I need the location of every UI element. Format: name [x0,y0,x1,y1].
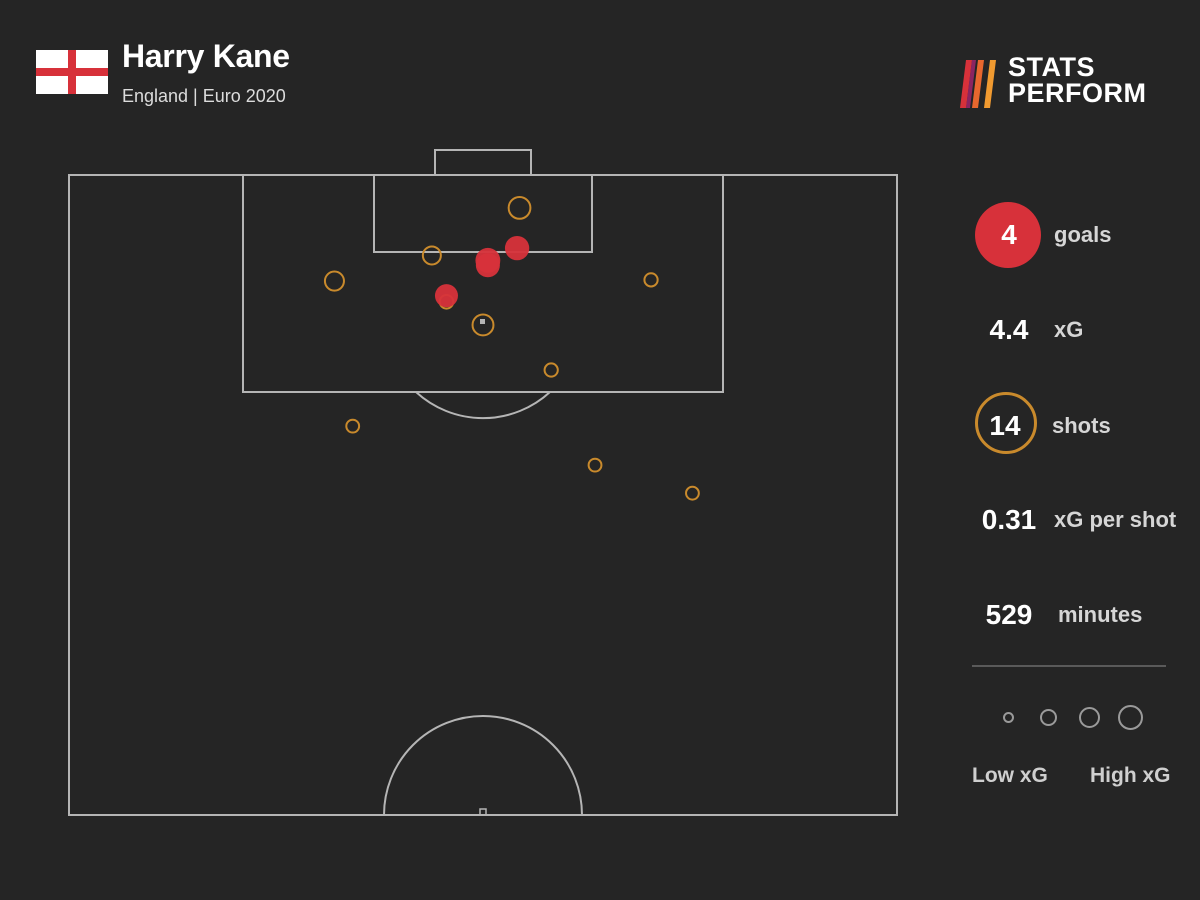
stat-shots: 14 shots [970,391,1190,461]
shot-marker [685,485,700,501]
brand-line2: PERFORM [1008,78,1147,108]
shot-marker [643,272,659,288]
shot-marker [323,270,345,292]
minutes-value: 529 [985,599,1033,630]
shots-value: 14 [989,410,1021,441]
legend-circle-m-icon [1079,707,1100,728]
penalty-arc [415,391,551,420]
xg-per-shot-value: 0.31 [981,504,1037,535]
six-yard-box [373,174,593,253]
xg-label: xG [1054,317,1084,342]
subtitle: England | Euro 2020 [122,86,286,106]
divider [972,665,1166,667]
shot-marker [507,196,532,220]
legend-circle-xs-icon [1003,712,1014,723]
legend-circle-l-icon [1118,705,1143,730]
shots-label: shots [1052,413,1111,438]
shot-badge [975,392,1037,454]
brand-name: STATS PERFORM [1008,52,1147,108]
xg-value: 4.4 [989,314,1029,345]
goals-value: 4 [1001,219,1017,250]
england-flag-icon [36,50,108,94]
brand-line1: STATS [1008,52,1095,82]
shot-marker [587,457,603,473]
goal-badge [975,202,1041,268]
goal [434,149,532,176]
penalty-spot [480,319,485,324]
shot-map [68,149,898,816]
stats-perform-logo-icon [960,60,996,108]
stat-minutes: 529 minutes [970,580,1190,650]
center-circle [383,715,583,816]
shot-marker [421,245,442,266]
goal-marker [504,235,530,261]
goals-layer [434,235,530,308]
stat-goals: 4 goals [970,200,1190,270]
legend-high-label: High xG [1090,764,1171,787]
player-name: Harry Kane [122,38,290,74]
shot-marker [543,362,559,378]
stat-xg: 4.4 xG [970,295,1190,365]
center-spot [479,808,487,816]
goals-label: goals [1054,222,1112,247]
penalty-area [242,174,724,393]
minutes-label: minutes [1058,602,1143,627]
legend-circle-s-icon [1040,709,1057,726]
stat-xg-per-shot: 0.31 xG per shot [970,485,1190,555]
shot-marker [471,313,495,337]
shot-marker [345,418,361,434]
legend-low-label: Low xG [972,764,1048,787]
goal-marker [475,253,500,278]
xg-per-shot-label: xG per shot [1054,507,1177,532]
pitch-lines [68,149,898,816]
goal-marker [434,284,458,308]
